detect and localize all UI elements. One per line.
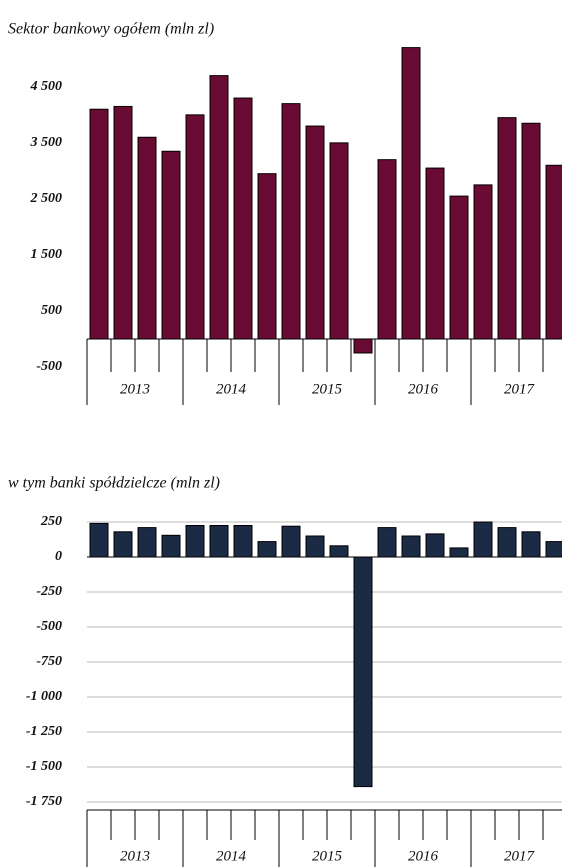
year-label: 2013 — [120, 381, 150, 397]
bar — [545, 164, 562, 340]
bar — [305, 125, 325, 340]
y-tick-label: 1 500 — [31, 247, 63, 262]
bar — [497, 527, 517, 558]
bar — [233, 525, 253, 558]
bar — [89, 522, 109, 558]
y-tick-label: 4 500 — [30, 79, 63, 94]
year-label: 2017 — [504, 381, 536, 397]
bar — [161, 150, 181, 340]
bar — [449, 195, 469, 340]
bar — [425, 533, 445, 558]
y-tick-label: 250 — [40, 514, 62, 529]
bar — [353, 338, 373, 354]
bar — [377, 159, 397, 340]
year-label: 2017 — [504, 848, 536, 864]
y-tick-label: -1 750 — [26, 794, 62, 809]
bar — [137, 136, 157, 340]
bar — [137, 527, 157, 558]
y-tick-label: 0 — [55, 549, 62, 564]
y-tick-label: -1 500 — [26, 759, 62, 774]
bar — [521, 122, 541, 340]
y-tick-label: 500 — [41, 303, 62, 318]
bar — [89, 108, 109, 340]
bar — [401, 535, 421, 558]
year-label: 2015 — [312, 848, 343, 864]
bar — [209, 525, 229, 558]
bar — [305, 535, 325, 558]
bar — [257, 173, 277, 340]
chart-title: w tym banki spółdzielcze (mln zl) — [8, 475, 220, 492]
bar — [209, 75, 229, 340]
bar — [329, 142, 349, 340]
bar — [545, 541, 562, 558]
year-label: 2016 — [408, 848, 439, 864]
y-tick-label: 2 500 — [30, 191, 63, 206]
bar — [329, 545, 349, 558]
bar — [113, 105, 133, 340]
year-label: 2014 — [216, 848, 247, 864]
bar — [401, 47, 421, 340]
y-tick-label: -1 000 — [26, 689, 62, 704]
bar — [233, 97, 253, 340]
y-tick-label: 3 500 — [30, 135, 63, 150]
bar — [473, 521, 493, 558]
bar — [281, 103, 301, 340]
year-label: 2015 — [312, 381, 343, 397]
y-tick-label: -500 — [36, 619, 62, 634]
chart-title: Sektor bankowy ogółem (mln zl) — [8, 21, 214, 38]
bar — [497, 117, 517, 340]
bar — [425, 167, 445, 340]
bar — [281, 525, 301, 558]
bar — [113, 531, 133, 558]
year-label: 2016 — [408, 381, 439, 397]
bar — [377, 527, 397, 558]
y-tick-label: -750 — [36, 654, 62, 669]
y-tick-label: -500 — [36, 359, 62, 374]
bar — [473, 184, 493, 340]
bar — [449, 547, 469, 558]
y-tick-label: -1 250 — [26, 724, 62, 739]
year-label: 2014 — [216, 381, 247, 397]
bar — [185, 114, 205, 340]
year-label: 2013 — [120, 848, 150, 864]
bar — [353, 556, 373, 788]
y-tick-label: -250 — [36, 584, 62, 599]
bar — [185, 525, 205, 558]
bar — [161, 534, 181, 558]
bar — [257, 541, 277, 558]
bar — [521, 531, 541, 558]
